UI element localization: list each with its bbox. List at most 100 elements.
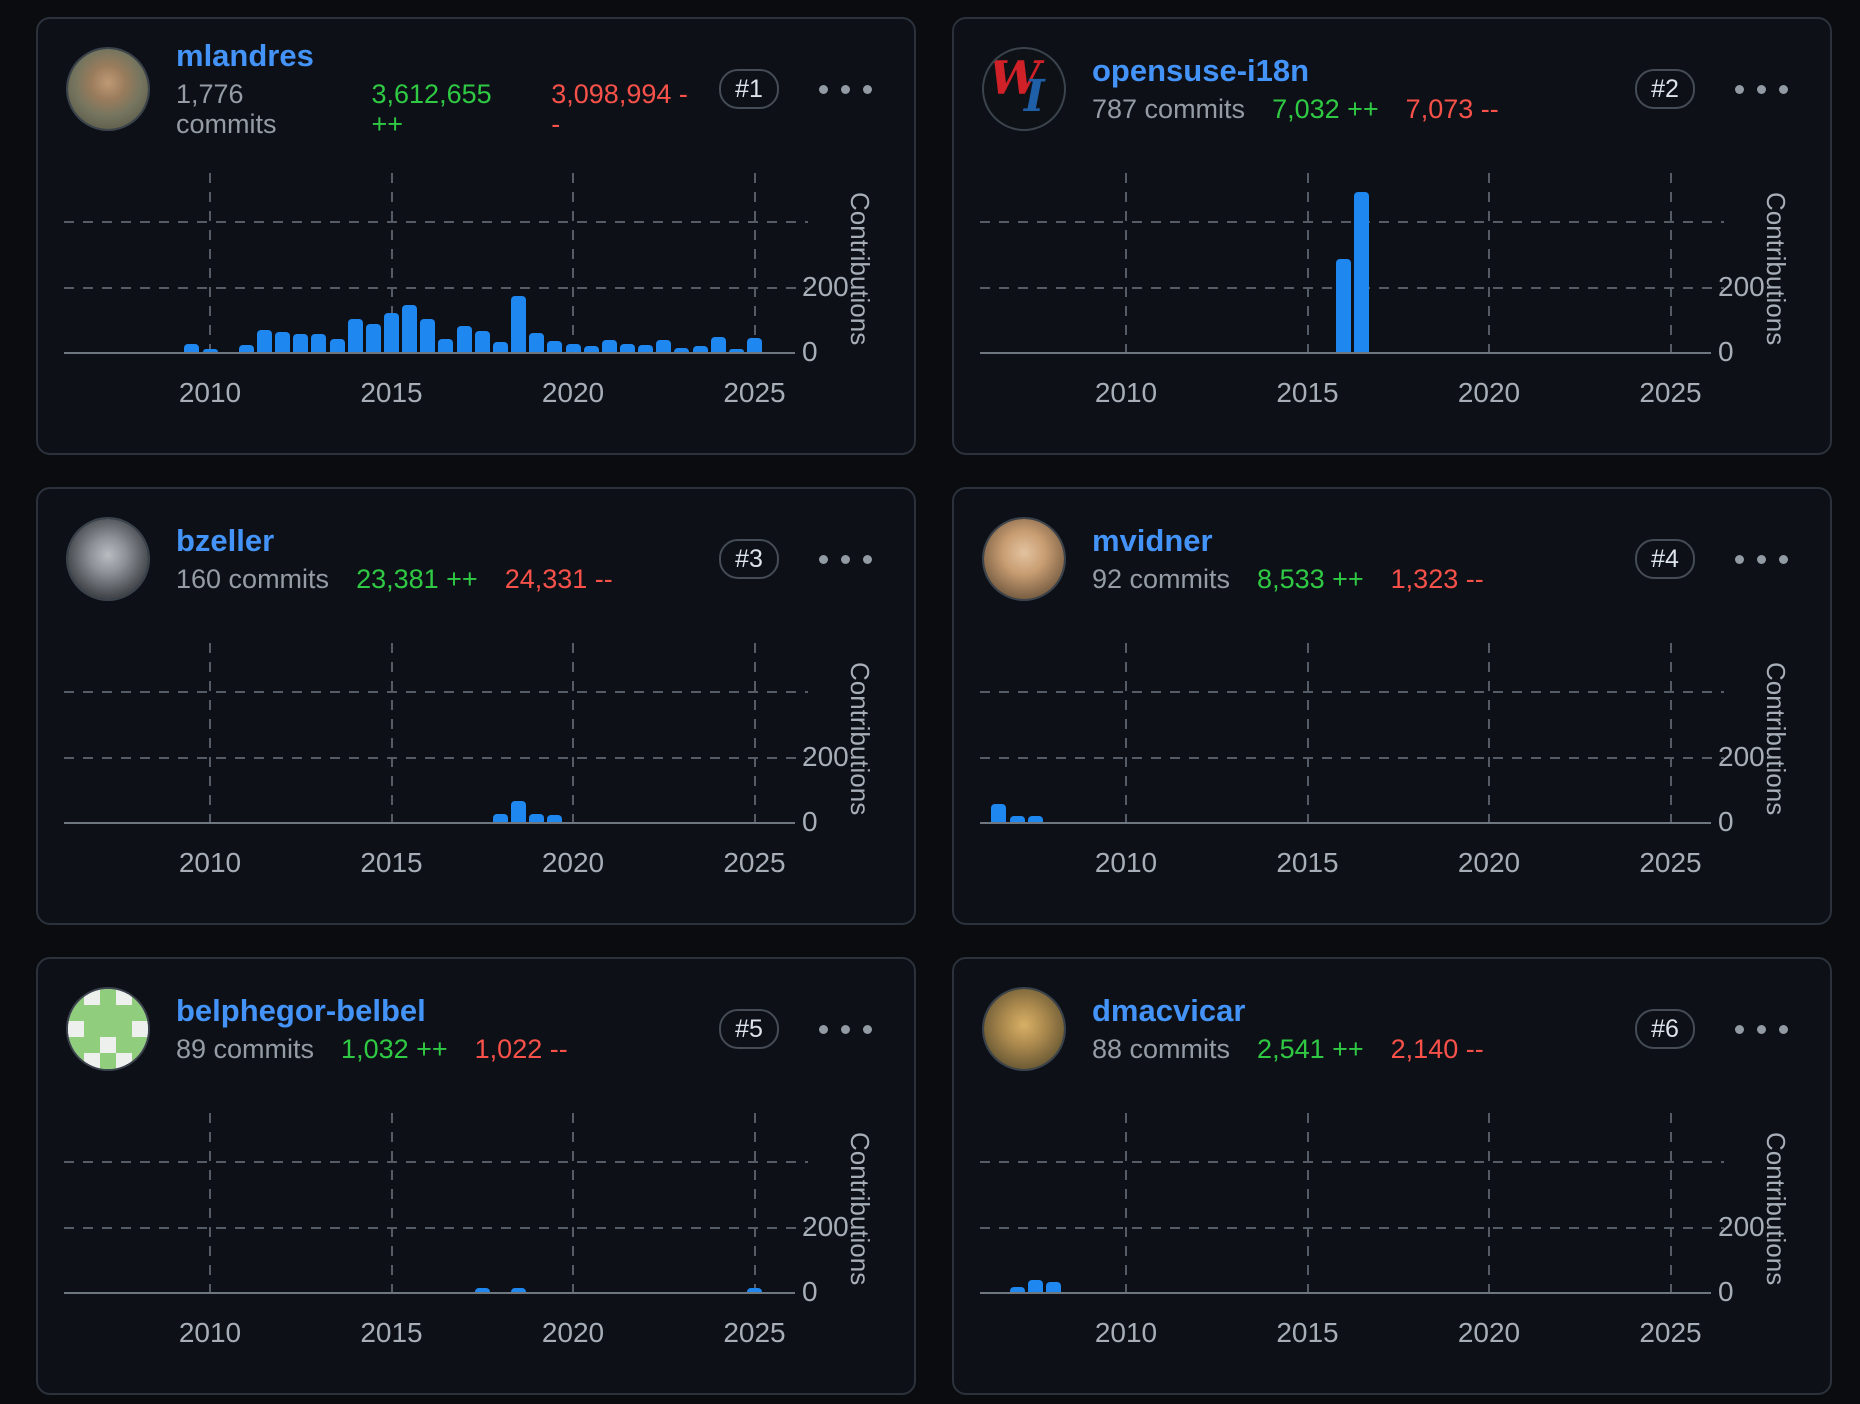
deletions-count: 1,323 -- [1390, 563, 1484, 594]
avatar[interactable] [68, 989, 148, 1069]
h-gridline [980, 221, 1724, 224]
stats-row: 787 commits 7,032 ++ 7,073 -- [1092, 94, 1499, 125]
more-options-button[interactable] [1733, 79, 1790, 100]
rank-badge: #2 [1635, 69, 1695, 109]
y-axis-tick-0: 0 [802, 806, 818, 837]
h-gridline [980, 1161, 1724, 1164]
x-axis-tick: 2015 [360, 1317, 423, 1348]
y-axis-tick-200: 200 [802, 271, 849, 302]
x-axis-tick: 2025 [723, 1317, 786, 1348]
v-gridline [1488, 1113, 1490, 1292]
v-gridline [572, 173, 574, 352]
ellipsis-icon [819, 554, 828, 564]
username-link[interactable]: mlandres [176, 37, 314, 73]
contributor-card: belphegor-belbel 89 commits 1,032 ++ 1,0… [36, 957, 916, 1395]
v-gridline [1669, 173, 1672, 352]
identicon-cell [68, 1053, 84, 1069]
contributor-card: bzeller 160 commits 23,381 ++ 24,331 -- … [36, 487, 916, 925]
v-gridline [753, 1113, 756, 1292]
h-gridline [980, 286, 1724, 289]
avatar[interactable] [68, 519, 148, 599]
identicon-cell [132, 989, 148, 1005]
avatar[interactable] [984, 989, 1064, 1069]
contribution-bar [402, 304, 418, 352]
stats-row: 160 commits 23,381 ++ 24,331 -- [176, 563, 613, 595]
commit-count: 88 commits [1092, 1033, 1231, 1064]
x-axis-tick: 2015 [1276, 1317, 1339, 1348]
identicon-cell [84, 1037, 100, 1053]
identicon-cell [100, 1053, 116, 1069]
contributions-chart: 200 0 Contributions 2010 2015 2020 2025 [38, 637, 914, 921]
header-right: #2 [1635, 69, 1790, 109]
v-gridline [572, 643, 574, 822]
v-gridline [1488, 643, 1490, 822]
x-axis-tick: 2025 [1639, 1317, 1702, 1348]
v-gridline [209, 173, 211, 352]
logo-letter-w: W [989, 51, 1041, 105]
contribution-bar [710, 337, 726, 352]
more-options-button[interactable] [1733, 1019, 1790, 1040]
y-axis-title: Contributions [1761, 662, 1791, 816]
h-gridline [980, 691, 1724, 694]
contribution-bar [583, 346, 599, 352]
avatar[interactable]: W I [984, 49, 1064, 129]
h-gridline [980, 1226, 1724, 1229]
header-right: #3 [719, 539, 874, 579]
avatar[interactable] [68, 49, 148, 129]
contribution-bar [511, 1288, 527, 1292]
card-header: W I opensuse-i18n 787 commits 7,032 ++ 7… [984, 47, 1790, 131]
y-axis-title: Contributions [845, 1132, 875, 1286]
contributions-chart: 200 0 Contributions 2010 2015 2020 2025 [954, 1107, 1830, 1391]
contributions-chart: 200 0 Contributions 2010 2015 2020 2025 [38, 167, 914, 451]
x-axis-tick: 2020 [1457, 847, 1521, 878]
username-link[interactable]: mvidner [1092, 522, 1213, 558]
identicon-cell [68, 1005, 84, 1021]
contribution-bar [529, 813, 545, 822]
identity-block: mvidner 92 commits 8,533 ++ 1,323 -- [1092, 522, 1484, 595]
h-gridline [64, 286, 808, 289]
avatar[interactable] [984, 519, 1064, 599]
username-link[interactable]: opensuse-i18n [1092, 52, 1310, 88]
contribution-bar [692, 346, 708, 352]
y-axis-tick-200: 200 [802, 741, 849, 772]
more-options-button[interactable] [817, 79, 874, 100]
h-gridline [64, 1226, 808, 1229]
contribution-bar [238, 345, 254, 352]
y-axis-tick-200: 200 [1718, 741, 1765, 772]
x-axis-tick: 2025 [723, 847, 786, 878]
card-header: belphegor-belbel 89 commits 1,032 ++ 1,0… [68, 987, 874, 1071]
contribution-bar [420, 319, 436, 352]
ellipsis-icon [819, 1024, 828, 1034]
contribution-bar [1027, 816, 1043, 822]
username-link[interactable]: belphegor-belbel [176, 992, 426, 1028]
contribution-bar [275, 332, 291, 352]
identicon-cell [132, 1021, 148, 1037]
username-link[interactable]: bzeller [176, 522, 275, 558]
identicon-cell [132, 1053, 148, 1069]
contribution-bar [747, 338, 762, 352]
x-axis-tick: 2025 [1639, 377, 1702, 408]
commit-count: 92 commits [1092, 563, 1231, 594]
h-gridline [64, 1161, 808, 1164]
more-options-button[interactable] [817, 549, 874, 570]
rank-badge: #6 [1635, 1009, 1695, 1049]
username-link[interactable]: dmacvicar [1092, 992, 1246, 1028]
x-axis-tick: 2025 [723, 377, 786, 408]
identicon-cell [116, 989, 132, 1005]
additions-count: 2,541 ++ [1257, 1033, 1364, 1064]
more-options-button[interactable] [817, 1019, 874, 1040]
rank-badge: #1 [719, 69, 779, 109]
contribution-bar [329, 338, 345, 352]
y-axis-tick-200: 200 [1718, 1211, 1765, 1242]
contribution-bar [438, 338, 454, 352]
more-options-button[interactable] [1733, 549, 1790, 570]
identicon-cell [116, 1021, 132, 1037]
stats-row: 89 commits 1,032 ++ 1,022 -- [176, 1033, 568, 1065]
deletions-count: 24,331 -- [504, 563, 613, 594]
commit-count: 89 commits [176, 1033, 315, 1064]
card-header: mvidner 92 commits 8,533 ++ 1,323 -- #4 [984, 517, 1790, 601]
identity-block: opensuse-i18n 787 commits 7,032 ++ 7,073… [1092, 52, 1499, 125]
x-axis-tick: 2020 [1457, 1317, 1521, 1348]
v-gridline [1488, 173, 1490, 352]
